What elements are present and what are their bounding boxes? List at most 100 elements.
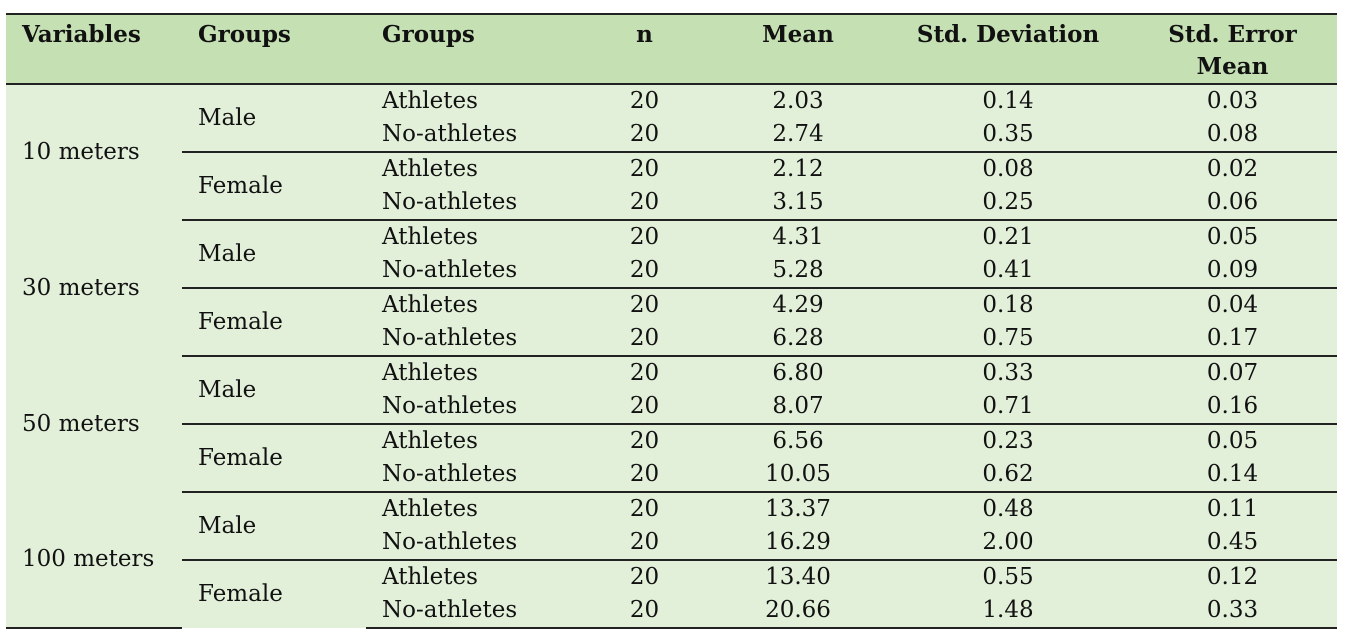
std-error-cell: 0.09: [1206, 257, 1259, 283]
std-deviation-cell: 0.21: [888, 219, 1128, 254]
table-row: Female Athletes 20 4.29 0.18 0.04: [6, 287, 1337, 356]
std-error-cell: 0.04: [1128, 287, 1337, 322]
table-header: Variables Groups Groups n Mean Std. Devi…: [6, 13, 1337, 85]
std-deviation-cell: 0.62: [982, 461, 1034, 487]
mean-cell: 2.03: [772, 88, 824, 114]
mean-cell: 4.31: [708, 219, 888, 254]
athlete-group-cell: Athletes: [366, 355, 581, 390]
n-cell: 20: [581, 559, 708, 594]
std-deviation-cell: 0.55: [888, 559, 1128, 594]
athlete-group-cell: No-athletes: [382, 393, 518, 419]
variable-cell: 10 meters: [22, 139, 140, 165]
n-cell: 20: [629, 189, 660, 215]
header-row: Variables Groups Groups n Mean Std. Devi…: [6, 13, 1337, 85]
sex-group-cell: Male: [198, 104, 257, 131]
n-cell: 20: [581, 151, 708, 186]
mean-cell: 13.37: [708, 491, 888, 526]
sex-group-cell: Female: [182, 287, 366, 356]
n-cell: 20: [581, 355, 708, 390]
athlete-group-cell: Athletes: [366, 287, 581, 322]
mean-cell: 6.80: [708, 355, 888, 390]
std-error-cell: 0.14: [1206, 461, 1259, 487]
std-error-cell: 0.03: [1206, 88, 1259, 114]
athlete-group-cell: Athletes: [366, 559, 581, 594]
variable-cell: 100 meters: [6, 492, 182, 629]
std-error-cell: 0.08: [1206, 121, 1259, 147]
n-cell: 20: [629, 88, 660, 114]
table-row: Female Athletes 20 6.56 0.23 0.05: [6, 423, 1337, 492]
std-deviation-cell: 0.18: [888, 287, 1128, 322]
athlete-group-cell: No-athletes: [382, 121, 518, 147]
mean-cell: 2.12: [708, 151, 888, 186]
std-error-cell: 0.17: [1206, 325, 1259, 351]
mean-cell: 6.28: [772, 325, 824, 351]
mean-cell: 4.29: [708, 287, 888, 322]
header-n: n: [581, 13, 708, 85]
std-error-cell: 0.05: [1128, 423, 1337, 458]
sex-group-cell: Male: [182, 491, 366, 560]
std-error-cell: 0.45: [1206, 529, 1259, 555]
mean-cell: 2.74: [772, 121, 824, 147]
std-deviation-cell: 0.71: [982, 393, 1034, 419]
n-cell: 20: [629, 325, 660, 351]
table-row: Female Athletes 20 13.40 0.55 0.12: [6, 559, 1337, 628]
std-error-cell: 0.33: [1128, 594, 1337, 629]
table-row: 50 meters Male Athletes 20 6.80 0.33 0.07: [6, 355, 1337, 437]
sex-group-cell: Male: [182, 219, 366, 288]
table-row: 10 meters Male Athletes 20 2.03 0.14 0.03: [6, 84, 1337, 165]
std-error-cell: 0.05: [1128, 219, 1337, 254]
sex-group-cell: Female: [182, 423, 366, 492]
n-cell: 20: [581, 287, 708, 322]
statistics-table-container: Variables Groups Groups n Mean Std. Devi…: [6, 13, 1337, 629]
n-cell: 20: [629, 393, 660, 419]
mean-cell: 3.15: [772, 189, 824, 215]
std-deviation-cell: 1.48: [888, 594, 1128, 629]
athlete-group-cell: No-athletes: [382, 325, 518, 351]
table-row: Female Athletes 20 2.12 0.08 0.02: [6, 151, 1337, 220]
n-cell: 20: [581, 219, 708, 254]
std-deviation-cell: 0.35: [982, 121, 1034, 147]
athlete-group-cell: Athletes: [366, 491, 581, 526]
n-cell: 20: [629, 461, 660, 487]
std-deviation-cell: 0.08: [888, 151, 1128, 186]
mean-cell: 5.28: [772, 257, 824, 283]
athlete-group-cell: No-athletes: [382, 461, 518, 487]
mean-cell: 6.56: [708, 423, 888, 458]
table-body: 10 meters Male Athletes 20 2.03 0.14 0.03 No-at…: [6, 84, 1337, 629]
mean-cell: 20.66: [708, 594, 888, 629]
header-std-error-mean: Std. Error Mean: [1128, 13, 1337, 85]
athlete-group-cell: No-athletes: [382, 189, 518, 215]
std-deviation-cell: 0.48: [888, 491, 1128, 526]
n-cell: 20: [629, 257, 660, 283]
n-cell: 20: [581, 491, 708, 526]
std-deviation-cell: 0.75: [982, 325, 1034, 351]
std-deviation-cell: 0.41: [982, 257, 1034, 283]
std-error-cell: 0.12: [1128, 559, 1337, 594]
sex-group-cell: Female: [182, 151, 366, 220]
athlete-group-cell: No-athletes: [382, 529, 518, 555]
athlete-group-cell: Athletes: [382, 88, 478, 114]
mean-cell: 16.29: [765, 529, 831, 555]
athlete-group-cell: No-athletes: [366, 594, 581, 629]
std-deviation-cell: 2.00: [982, 529, 1034, 555]
std-deviation-cell: 0.25: [982, 189, 1034, 215]
std-error-cell: 0.07: [1128, 355, 1337, 390]
athlete-group-cell: Athletes: [366, 151, 581, 186]
mean-cell: 10.05: [765, 461, 831, 487]
std-error-cell: 0.02: [1128, 151, 1337, 186]
mean-cell: 8.07: [772, 393, 824, 419]
n-cell: 20: [581, 594, 708, 629]
std-deviation-cell: 0.23: [888, 423, 1128, 458]
header-groups-sex: Groups: [182, 13, 366, 85]
std-deviation-cell: 0.14: [982, 88, 1034, 114]
athlete-group-cell: Athletes: [366, 219, 581, 254]
header-variables: Variables: [6, 13, 182, 85]
std-error-cell: 0.06: [1206, 189, 1259, 215]
mean-cell: 13.40: [708, 559, 888, 594]
variable-cell: 50 meters: [22, 410, 140, 437]
header-mean: Mean: [708, 13, 888, 85]
n-cell: 20: [581, 423, 708, 458]
table-row: 30 meters Male Athletes 20 4.31 0.21 0.05: [6, 219, 1337, 301]
n-cell: 20: [629, 529, 660, 555]
std-deviation-cell: 0.33: [888, 355, 1128, 390]
